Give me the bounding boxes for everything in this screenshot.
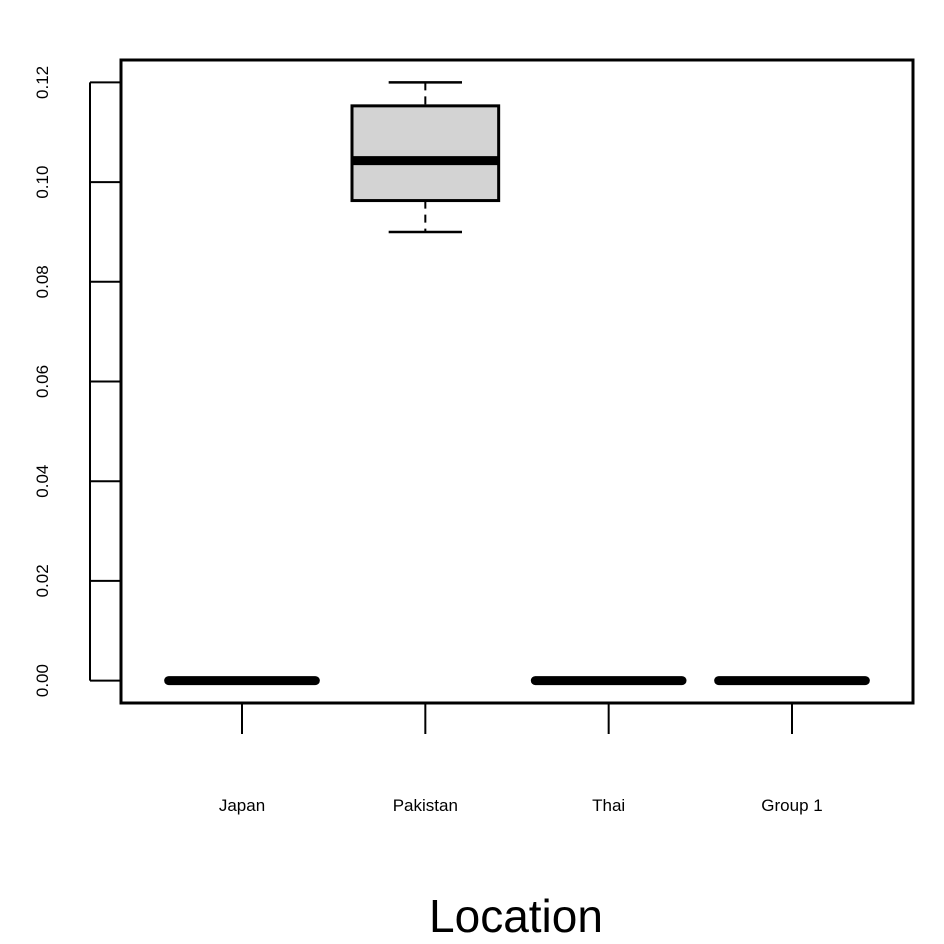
x-tick-label: Pakistan	[393, 796, 458, 815]
iqr-box	[350, 104, 501, 203]
boxes-group	[164, 81, 870, 686]
y-tick-label: 0.10	[33, 166, 52, 199]
box-pakistan	[350, 81, 501, 234]
x-axis: Japan Pakistan Thai Group 1	[219, 703, 823, 815]
y-tick-label: 0.12	[33, 66, 52, 99]
y-tick-label: 0.02	[33, 564, 52, 597]
x-tick-label: Japan	[219, 796, 265, 815]
y-tick-label: 0.04	[33, 465, 52, 498]
y-tick-label: 0.00	[33, 664, 52, 697]
x-tick-label: Group 1	[761, 796, 822, 815]
x-axis-title: Location	[429, 890, 603, 942]
y-tick-label: 0.08	[33, 265, 52, 298]
y-axis: 0.00 0.02 0.04 0.06 0.08 0.10 0.12	[33, 66, 121, 697]
x-tick-label: Thai	[592, 796, 625, 815]
plot-frame	[119, 58, 915, 705]
y-tick-label: 0.06	[33, 365, 52, 398]
